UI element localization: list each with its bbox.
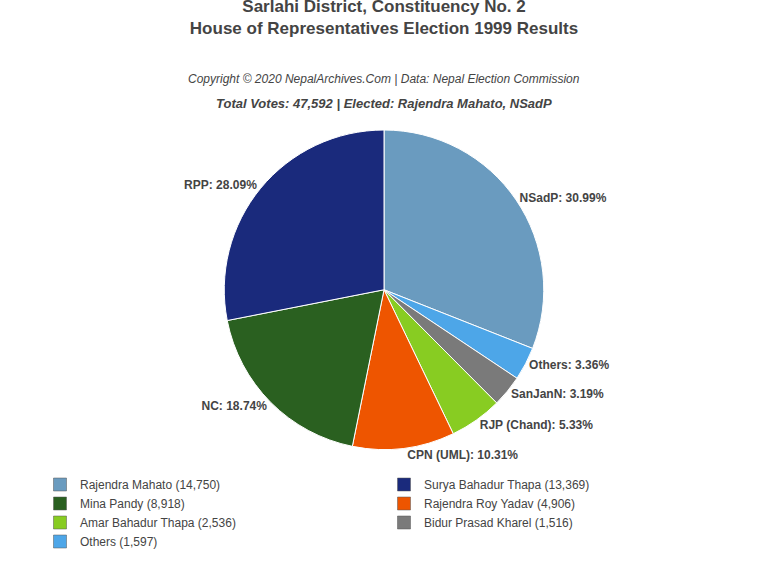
svg-text:Total Votes: 47,592 | Elected:: Total Votes: 47,592 | Elected: Rajendra … xyxy=(216,96,552,111)
svg-text:Surya Bahadur Thapa (13,369): Surya Bahadur Thapa (13,369) xyxy=(424,478,589,492)
svg-text:Others: 3.36%: Others: 3.36% xyxy=(529,358,609,372)
svg-text:Amar Bahadur Thapa (2,536): Amar Bahadur Thapa (2,536) xyxy=(80,516,236,530)
svg-text:RPP: 28.09%: RPP: 28.09% xyxy=(184,178,257,192)
svg-text:NC: 18.74%: NC: 18.74% xyxy=(202,399,268,413)
svg-text:RJP (Chand): 5.33%: RJP (Chand): 5.33% xyxy=(480,418,593,432)
svg-text:NSadP: 30.99%: NSadP: 30.99% xyxy=(520,191,607,205)
svg-text:Rajendra Mahato (14,750): Rajendra Mahato (14,750) xyxy=(80,478,220,492)
svg-text:Sarlahi District, Constituency: Sarlahi District, Constituency No. 2Hous… xyxy=(190,0,578,38)
svg-text:Copyright © 2020 NepalArchives: Copyright © 2020 NepalArchives.Com | Dat… xyxy=(188,72,580,86)
svg-text:Mina Pandy (8,918): Mina Pandy (8,918) xyxy=(80,497,185,511)
svg-text:Rajendra Roy Yadav (4,906): Rajendra Roy Yadav (4,906) xyxy=(424,497,575,511)
svg-text:SanJanN: 3.19%: SanJanN: 3.19% xyxy=(511,387,604,401)
svg-text:Bidur Prasad Kharel (1,516): Bidur Prasad Kharel (1,516) xyxy=(424,516,573,530)
svg-text:Others (1,597): Others (1,597) xyxy=(80,535,157,549)
svg-text:CPN (UML): 10.31%: CPN (UML): 10.31% xyxy=(407,448,518,462)
